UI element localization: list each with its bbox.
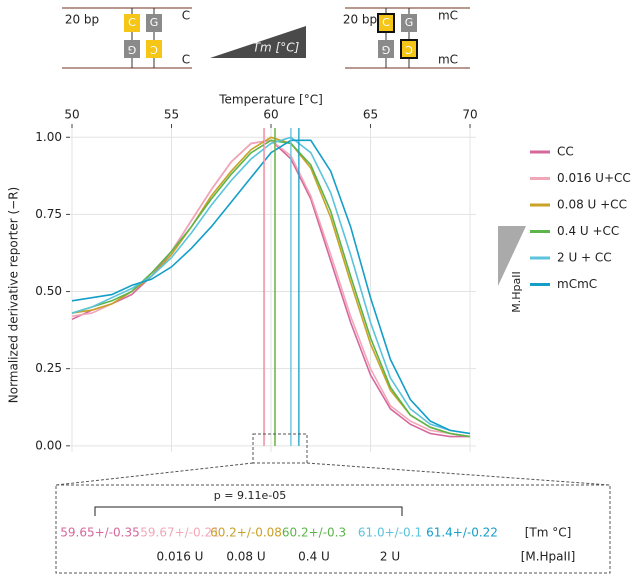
enzyme-label: 0.08 U — [226, 550, 265, 564]
tm-label: 60.2+/-0.08 — [210, 526, 282, 540]
legend-label: 0.016 U+CC — [557, 171, 631, 185]
legend-label: 0.08 U +CC — [557, 198, 627, 212]
plot: 50 55 60 65 70 0.00 0.25 0.50 0.75 1.00 — [35, 108, 477, 453]
x-tick-label: 70 — [462, 108, 477, 122]
gradient-label: Tm [°C] — [253, 41, 300, 55]
legend-label: CC — [557, 145, 574, 159]
base: G — [382, 43, 391, 56]
x-tick-label: 55 — [164, 108, 179, 122]
legend-title: M.HpaII — [510, 271, 523, 312]
strand-label: C — [182, 9, 190, 23]
strand-label: mC — [438, 53, 458, 67]
melt-curve — [71, 136, 471, 435]
length-label: 20 bp — [343, 13, 377, 27]
length-label: 20 bp — [65, 13, 99, 27]
base: C — [382, 16, 390, 29]
gradient-wedge — [210, 26, 306, 58]
zoom-line — [55, 462, 254, 486]
inset-box — [55, 484, 611, 574]
x-tick-label: 50 — [64, 108, 79, 122]
y-axis-title: Normalized derivative reporter (−R) — [7, 187, 21, 403]
base: C — [150, 43, 158, 56]
schematic-right: 20 bp C G G C mC mC — [343, 7, 470, 69]
legend-wedge — [498, 226, 526, 286]
enzyme-label: 0.4 U — [298, 550, 330, 564]
base: C — [128, 16, 136, 29]
y-tick-label: 0.75 — [35, 207, 62, 221]
base: G — [150, 16, 159, 29]
x-tick-label: 60 — [263, 108, 278, 122]
y-tick-label: 0.25 — [35, 361, 62, 375]
zoom-box — [252, 433, 308, 464]
base: G — [128, 43, 137, 56]
tm-label: 61.4+/-0.22 — [426, 526, 498, 540]
p-value: p = 9.11e-05 — [214, 489, 286, 502]
melt-curve — [71, 139, 471, 435]
base: G — [405, 16, 414, 29]
legend-label: mCmC — [557, 277, 597, 291]
tm-unit: [Tm °C] — [525, 526, 572, 540]
melt-curve — [71, 139, 471, 438]
y-tick-label: 1.00 — [35, 130, 62, 144]
schematic-left: 20 bp C G G C C C — [62, 7, 192, 69]
y-tick-label: 0.50 — [35, 284, 62, 298]
legend-label: 0.4 U +CC — [557, 224, 619, 238]
strand-label: mC — [438, 9, 458, 23]
tm-label: 59.67+/-0.21 — [140, 526, 220, 540]
enzyme-unit: [M.HpaII] — [521, 550, 576, 564]
enzyme-label: 0.016 U — [157, 550, 204, 564]
plot-area — [70, 128, 476, 452]
tm-label: 61.0+/-0.1 — [358, 526, 422, 540]
enzyme-label: 2 U — [380, 550, 400, 564]
tm-label: 60.2+/-0.3 — [282, 526, 346, 540]
zoom-line — [306, 462, 611, 486]
legend-label: 2 U + CC — [557, 251, 612, 265]
x-tick-label: 65 — [363, 108, 378, 122]
tm-label: 59.65+/-0.35 — [60, 526, 140, 540]
strand-label: C — [182, 53, 190, 67]
x-axis-title: Temperature [°C] — [218, 93, 323, 107]
significance-bracket — [94, 506, 403, 516]
base: C — [405, 43, 413, 56]
y-tick-label: 0.00 — [35, 438, 62, 452]
